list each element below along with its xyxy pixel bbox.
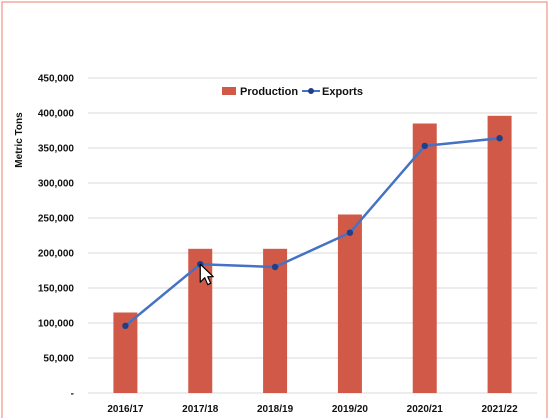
y-tick-label: 300,000: [38, 179, 75, 190]
exports-point: [346, 229, 354, 236]
legend: Production Exports: [222, 86, 363, 98]
production-bar: [263, 248, 288, 393]
exports-series-line: [124, 136, 500, 327]
production-bars: [113, 115, 512, 394]
production-bar: [337, 214, 362, 393]
y-tick-labels: - 50,000 100,000 150,000 200,000 250,000 300,0…: [38, 74, 75, 400]
production-bar: [487, 115, 512, 394]
y-tick-label: 50,000: [43, 354, 74, 365]
x-tick-labels: 2016/17 2017/18 2018/19 2019/20 2020/21 2021/…: [107, 404, 518, 415]
y-tick-label: 150,000: [38, 284, 75, 295]
x-tick-label: 2017/18: [182, 404, 219, 415]
legend-marker-exports: [308, 88, 314, 94]
exports-point: [496, 135, 503, 142]
x-tick-label: 2020/21: [407, 404, 444, 415]
y-tick-label: 200,000: [38, 249, 75, 260]
mouse-pointer-icon: [199, 263, 214, 286]
y-tick-label: 250,000: [38, 214, 75, 225]
gridlines: [88, 77, 537, 394]
legend-swatch-production: [222, 87, 236, 95]
x-tick-label: 2016/17: [107, 404, 144, 415]
production-bar: [412, 123, 437, 393]
y-tick-label: 100,000: [38, 319, 75, 330]
y-tick-label: 350,000: [38, 144, 75, 155]
legend-label-production: Production: [240, 86, 298, 98]
y-tick-label: -: [71, 389, 74, 400]
x-tick-label: 2021/22: [482, 404, 519, 415]
x-tick-label: 2018/19: [257, 404, 294, 415]
exports-point: [271, 263, 279, 271]
production-bar: [113, 312, 138, 393]
exports-line: [122, 135, 503, 329]
legend-label-exports: Exports: [322, 86, 363, 98]
exports-point: [122, 322, 129, 329]
y-tick-label: 450,000: [38, 74, 75, 85]
y-tick-label: 400,000: [38, 109, 75, 120]
x-tick-label: 2019/20: [332, 404, 369, 415]
y-axis-title: Metric Tons: [14, 112, 25, 168]
exports-point: [421, 142, 428, 150]
